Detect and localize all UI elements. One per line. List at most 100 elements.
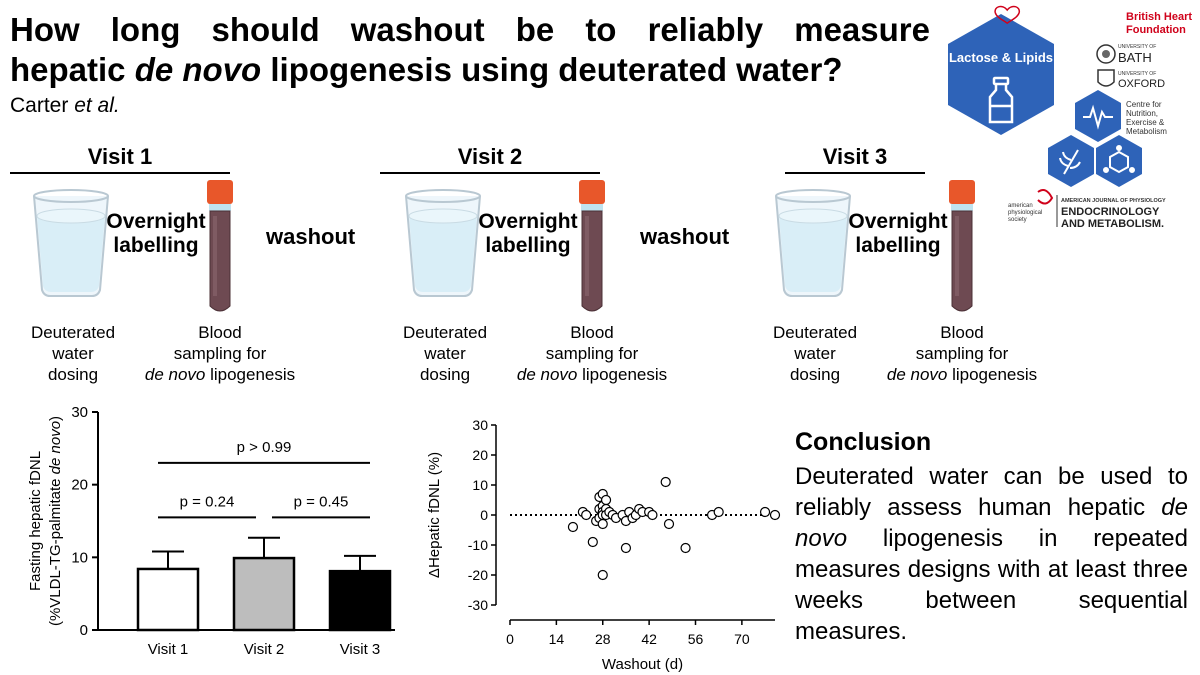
- overnight-label: Overnight labelling: [475, 210, 581, 258]
- blood-tube-icon: [579, 180, 605, 312]
- caption-line: sampling for: [915, 344, 1009, 363]
- caption-line: dosing: [419, 365, 471, 384]
- blood-tube-icon: [949, 180, 975, 312]
- dosing-caption: Deuterated water dosing: [18, 322, 128, 385]
- x-tick-label: Visit 2: [244, 641, 285, 658]
- bath-small: UNIVERSITY OF: [1118, 44, 1156, 50]
- conclusion-text: Deuterated water can be used to reliably…: [795, 463, 1188, 521]
- p-value-label: p = 0.45: [294, 493, 349, 510]
- caption-text: lipogenesis: [205, 365, 296, 384]
- x-axis-label: Washout (d): [602, 656, 683, 673]
- caption-line: Deuterated: [772, 323, 858, 342]
- water-glass-icon: [775, 189, 851, 297]
- journal-line2: AND METABOLISM.: [1061, 218, 1164, 230]
- cnem-text: Centre for Nutrition, Exercise & Metabol…: [1126, 100, 1167, 136]
- visit-divider: [10, 172, 230, 174]
- y-tick-label: 0: [480, 507, 488, 523]
- water-glass-icon: [33, 189, 109, 297]
- author-name: Carter: [10, 94, 75, 117]
- caption-line: Deuterated: [402, 323, 488, 342]
- caption-italic: de novo: [886, 365, 948, 384]
- washout-label-2: washout: [640, 224, 730, 249]
- bar-visit-1: [136, 567, 200, 632]
- caption-line: water: [424, 344, 466, 363]
- journal-line1: ENDOCRINOLOGY: [1061, 206, 1160, 218]
- x-tick-label: 14: [549, 631, 565, 647]
- scatter-point: [567, 521, 579, 533]
- visit-divider: [380, 172, 600, 174]
- conclusion-italic: de novo: [795, 494, 1188, 552]
- conclusion-body: Deuterated water can be used to reliably…: [795, 461, 1188, 647]
- cnem-line: Nutrition,: [1126, 109, 1158, 118]
- y-tick-label: 0: [80, 622, 88, 639]
- bar-visit-2: [232, 556, 296, 632]
- conclusion-title: Conclusion: [795, 428, 932, 456]
- scatter-point: [680, 542, 691, 554]
- caption-text: lipogenesis: [577, 365, 668, 384]
- visit-title: Visit 2: [457, 144, 523, 169]
- x-tick-label: 56: [688, 631, 704, 647]
- scatter-chart: -30 -20 -10 0 10 20 30 0 14 28 42 56 70 Washout (d) ΔH…: [426, 417, 781, 673]
- p-value-label: p = 0.24: [180, 493, 235, 510]
- overnight-text: Overnight: [848, 210, 948, 233]
- visit-title: Visit 1: [87, 144, 153, 169]
- aps-line: physiological: [1008, 210, 1042, 216]
- overnight-text: Overnight: [478, 210, 578, 233]
- molecule-icon: [1103, 145, 1135, 174]
- caption-line: Blood: [198, 323, 242, 342]
- y-axis-label: Fasting hepatic fDNL: [27, 451, 44, 591]
- caption-line: dosing: [47, 365, 99, 384]
- caption-line: Blood: [940, 323, 984, 342]
- bath-label: BATH: [1118, 50, 1152, 65]
- journal-small: AMERICAN JOURNAL OF PHYSIOLOGY: [1061, 198, 1166, 204]
- y-tick-label: 10: [71, 549, 88, 566]
- hex-main-label: Lactose & Lipids: [949, 50, 1053, 65]
- aps-line: american: [1008, 203, 1033, 209]
- aps-line: society: [1008, 217, 1027, 223]
- caption-line: dosing: [789, 365, 841, 384]
- main-hexagon: [948, 14, 1054, 135]
- washout-label-1: washout: [266, 224, 356, 249]
- cnem-line: Exercise &: [1126, 118, 1165, 127]
- scatter-point: [660, 476, 671, 488]
- caption-italic: de novo: [516, 365, 578, 384]
- y-tick-label: 30: [71, 404, 88, 421]
- x-tick-label: 70: [734, 631, 750, 647]
- title-italic: de novo: [134, 51, 262, 88]
- oxford-small: UNIVERSITY OF: [1118, 71, 1156, 77]
- scatter-point: [647, 509, 658, 521]
- caption-line: sampling for: [545, 344, 639, 363]
- title-line-2: hepatic de novo lipogenesis using deuter…: [10, 50, 930, 90]
- x-tick-label: Visit 1: [148, 641, 189, 658]
- bhf-heart-icon: [994, 5, 1020, 25]
- caption-line: de novo lipogenesis: [140, 364, 300, 385]
- y-label-part: (%VLDL-TG-palmitate: [47, 474, 64, 626]
- x-tick-label: 42: [641, 631, 657, 647]
- y-label-italic: de novo: [47, 421, 64, 474]
- scatter-point: [759, 506, 771, 518]
- caption-line: water: [52, 344, 94, 363]
- caption-line: de novo lipogenesis: [512, 364, 672, 385]
- scatter-point: [587, 536, 598, 548]
- bath-crest-icon: [1096, 44, 1116, 64]
- p-value-label: p > 0.99: [237, 439, 292, 456]
- bar-chart: 0 10 20 30 Fasting hepatic fDNL (%VLDL-TG-pal…: [27, 404, 395, 658]
- blood-caption: Blood sampling for de novo lipogenesis: [882, 322, 1042, 385]
- y-axis-label: ΔHepatic fDNL (%): [426, 452, 443, 578]
- scatter-point: [597, 569, 608, 581]
- scatter-point: [620, 542, 632, 554]
- aps-logo-icon: [1037, 189, 1054, 205]
- dosing-caption: Deuterated water dosing: [760, 322, 870, 385]
- caption-line: de novo lipogenesis: [882, 364, 1042, 385]
- water-glass-icon: [405, 189, 481, 297]
- y-tick-label: -30: [468, 597, 488, 613]
- y-tick-label: 30: [472, 417, 488, 433]
- bar-visit-3: [328, 569, 392, 632]
- y-label-part: ): [47, 416, 64, 421]
- labelling-text: labelling: [485, 234, 571, 257]
- wheat-icon: [1059, 149, 1081, 175]
- scatter-point: [600, 494, 612, 506]
- y-tick-label: 20: [472, 447, 488, 463]
- caption-line: Blood: [570, 323, 614, 342]
- dosing-caption: Deuterated water dosing: [390, 322, 500, 385]
